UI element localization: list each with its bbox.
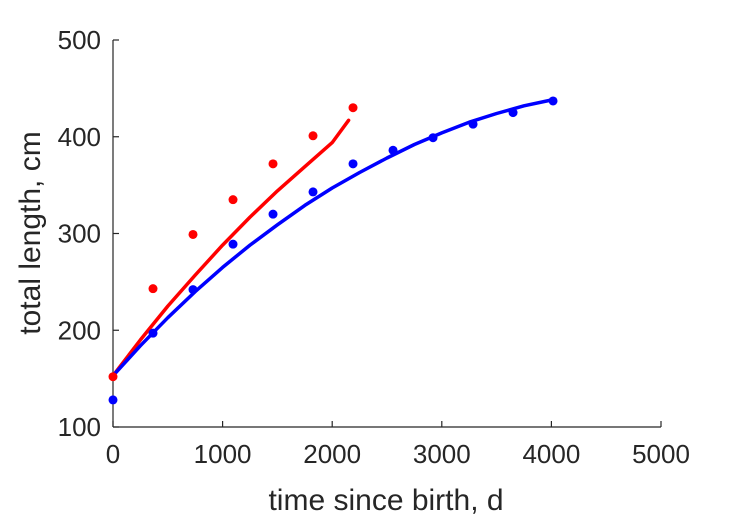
- blue-data-point: [308, 187, 318, 197]
- blue-data-point: [388, 145, 398, 155]
- blue-data-point: [148, 328, 158, 338]
- blue-data-point: [268, 209, 278, 219]
- x-tick-label: 5000: [632, 439, 690, 469]
- red-data-point: [108, 372, 118, 382]
- x-tick-label: 4000: [522, 439, 580, 469]
- red-data-point: [308, 131, 318, 141]
- red-data-point: [148, 284, 158, 294]
- y-axis-label: total length, cm: [14, 131, 47, 334]
- x-tick-label: 2000: [303, 439, 361, 469]
- x-tick-label: 1000: [194, 439, 252, 469]
- blue-data-point: [228, 239, 238, 249]
- red-data-point: [228, 195, 238, 205]
- axes: 0 1000 2000 3000 4000 5000 100 200 300 400 500: [58, 25, 690, 469]
- x-axis-label: time since birth, d: [268, 484, 503, 517]
- y-tick-label: 500: [58, 25, 101, 55]
- blue-data-point: [508, 108, 518, 118]
- blue-data-point: [548, 96, 558, 106]
- y-tick-label: 200: [58, 315, 101, 345]
- y-tick-label: 400: [58, 122, 101, 152]
- series-layer: [108, 96, 558, 405]
- blue-data-point: [468, 119, 478, 129]
- x-tick-label: 0: [106, 439, 120, 469]
- y-tick-label: 100: [58, 412, 101, 442]
- blue-data-point: [188, 285, 198, 295]
- red-data-point: [188, 229, 198, 239]
- red-data-point: [348, 103, 358, 113]
- blue-data-point: [348, 159, 358, 169]
- blue-data-point: [108, 395, 118, 405]
- red-data-point: [268, 159, 278, 169]
- x-tick-label: 3000: [413, 439, 471, 469]
- blue-fit-line: [111, 98, 554, 378]
- y-tick-label: 300: [58, 219, 101, 249]
- red-fit-line: [111, 118, 351, 378]
- blue-data-point: [428, 133, 438, 143]
